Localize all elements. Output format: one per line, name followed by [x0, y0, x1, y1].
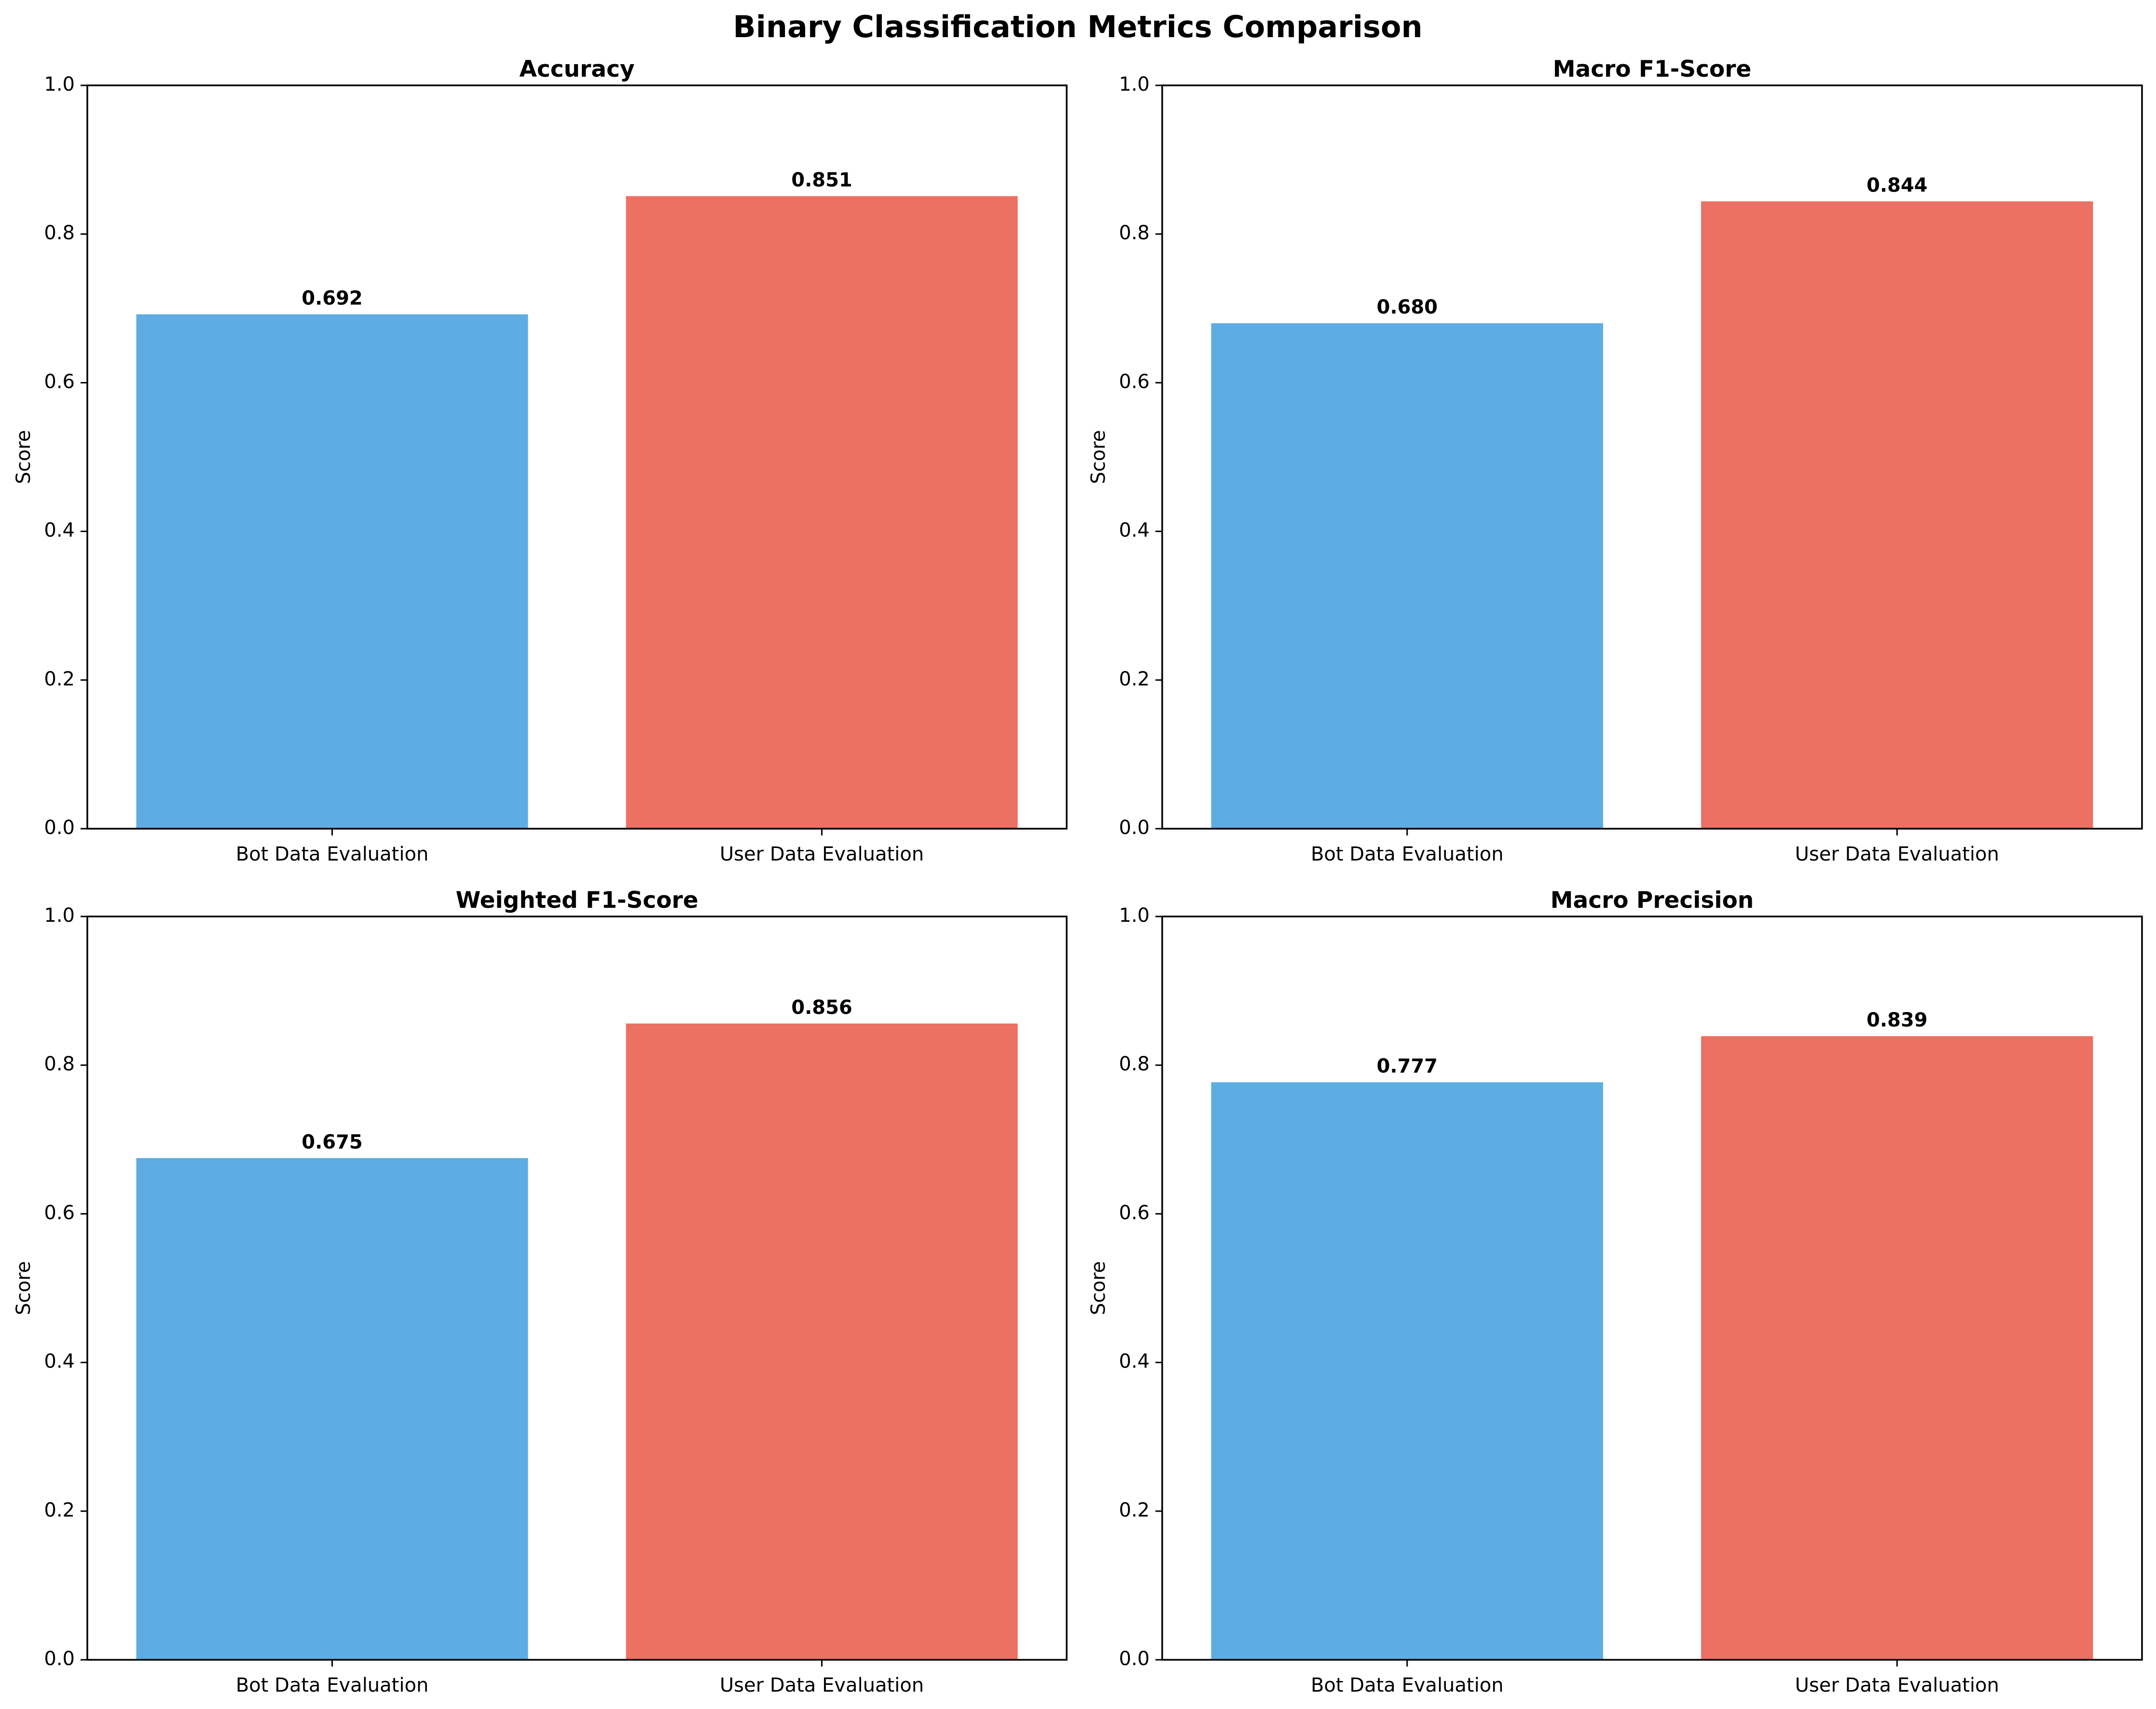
y-tick-label: 0.0 [44, 1648, 75, 1670]
bar-user [626, 196, 1018, 829]
y-tick-label: 0.2 [1119, 1499, 1150, 1521]
y-tick-label: 0.6 [44, 1202, 75, 1224]
subplot-title: Macro Precision [1551, 887, 1754, 914]
y-tick-label: 0.2 [44, 1499, 75, 1521]
bar-user [1701, 1036, 2093, 1660]
y-tick-label: 0.2 [44, 668, 75, 690]
x-tick-label: User Data Evaluation [720, 1674, 924, 1696]
subplot-title: Accuracy [520, 56, 635, 82]
y-tick-label: 1.0 [44, 904, 75, 927]
x-tick-label: Bot Data Evaluation [1311, 843, 1504, 865]
bar-value-label: 0.680 [1376, 296, 1438, 318]
y-tick-label: 0.6 [1119, 1202, 1150, 1224]
y-tick-label: 1.0 [1119, 73, 1150, 96]
bar-user [1701, 201, 2093, 829]
bar-value-label: 0.839 [1867, 1009, 1928, 1031]
plot-frame [86, 84, 1068, 830]
y-tick-label: 0.0 [1119, 1648, 1150, 1670]
y-tick-label: 0.2 [1119, 668, 1150, 690]
x-tick-label: User Data Evaluation [1795, 843, 1999, 865]
y-axis-label: Score [13, 1261, 35, 1315]
subplot-grid: Accuracy 0.692 Bot Data Evaluation 0.851 Use… [13, 56, 2143, 1696]
subplot-title: Weighted F1-Score [456, 887, 699, 914]
y-tick-label: 1.0 [44, 73, 75, 96]
y-tick-label: 0.4 [44, 520, 75, 542]
plot-frame [86, 916, 1068, 1661]
bar-user [626, 1023, 1018, 1660]
bar-bot [1211, 323, 1603, 829]
bar-bot [1211, 1082, 1603, 1660]
y-tick-label: 0.4 [1119, 520, 1150, 542]
subplot-4: Macro Precision 0.777 Bot Data Evaluation 0… [1087, 887, 2143, 1696]
y-tick-label: 0.6 [44, 370, 75, 393]
subplot-3: Weighted F1-Score 0.675 Bot Data Evaluatio… [13, 887, 1068, 1696]
bar-value-label: 0.856 [791, 997, 852, 1019]
y-tick-label: 0.0 [44, 817, 75, 839]
subplot-title: Macro F1-Score [1553, 56, 1752, 82]
y-tick-label: 0.8 [44, 1053, 75, 1075]
y-tick-label: 0.6 [1119, 370, 1150, 393]
y-axis-label: Score [1087, 430, 1110, 484]
bar-bot [136, 314, 528, 829]
y-axis-label: Score [13, 430, 35, 484]
plot-frame [1161, 916, 2143, 1661]
y-tick-label: 1.0 [1119, 904, 1150, 927]
bar-value-label: 0.692 [302, 287, 363, 310]
y-tick-label: 0.4 [44, 1351, 75, 1373]
x-tick-label: User Data Evaluation [720, 843, 924, 865]
subplot-2: Macro F1-Score 0.680 Bot Data Evaluation 0.… [1087, 56, 2143, 865]
x-tick-label: Bot Data Evaluation [1311, 1674, 1504, 1696]
x-tick-label: User Data Evaluation [1795, 1674, 1999, 1696]
y-tick-label: 0.8 [1119, 222, 1150, 244]
bar-value-label: 0.851 [791, 169, 852, 191]
y-tick-label: 0.8 [1119, 1053, 1150, 1075]
bar-value-label: 0.844 [1867, 174, 1928, 196]
bar-bot [136, 1158, 528, 1660]
y-tick-label: 0.8 [44, 222, 75, 244]
bar-value-label: 0.675 [302, 1131, 363, 1153]
y-axis-label: Score [1087, 1261, 1110, 1315]
figure-title: Binary Classification Metrics Comparison [733, 9, 1422, 44]
subplot-1: Accuracy 0.692 Bot Data Evaluation 0.851 Use… [13, 56, 1068, 865]
x-tick-label: Bot Data Evaluation [236, 843, 429, 865]
y-tick-label: 0.4 [1119, 1351, 1150, 1373]
x-tick-label: Bot Data Evaluation [236, 1674, 429, 1696]
bar-value-label: 0.777 [1376, 1055, 1438, 1078]
y-tick-label: 0.0 [1119, 817, 1150, 839]
plot-frame [1161, 84, 2143, 830]
